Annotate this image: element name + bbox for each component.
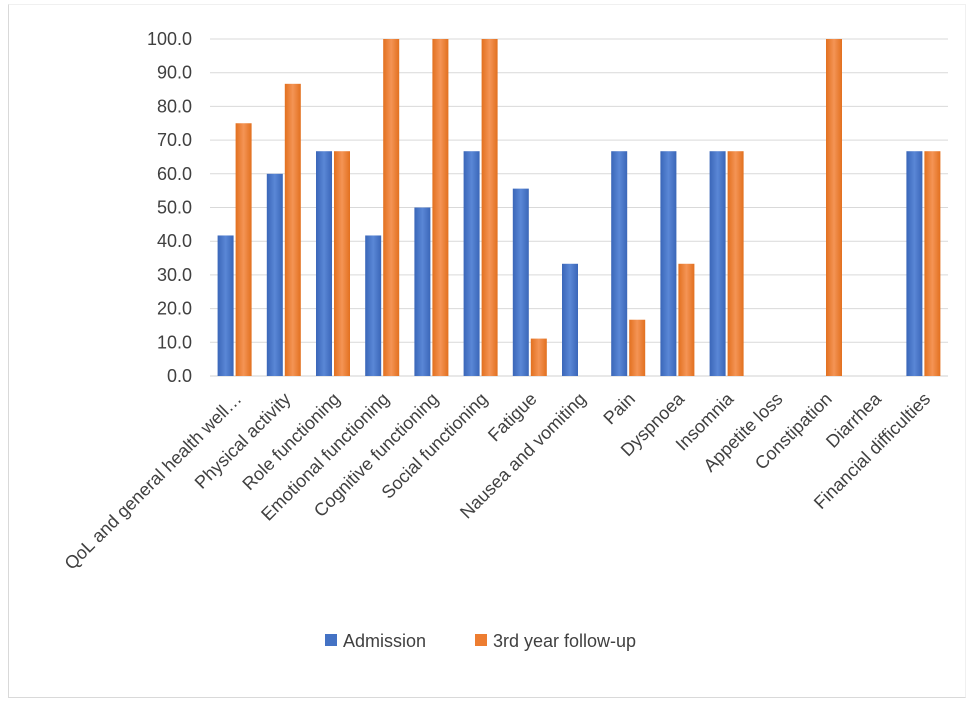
bars [217, 39, 941, 377]
bar-follow-up [284, 83, 301, 377]
bar-admission [266, 173, 283, 376]
bar-follow-up [924, 151, 941, 376]
bar-follow-up [629, 319, 646, 376]
x-category-label: Pain [599, 389, 639, 429]
bar-follow-up [235, 123, 252, 376]
y-tick-label: 40.0 [157, 231, 192, 251]
bar-follow-up [727, 151, 744, 376]
y-tick-label: 100.0 [147, 29, 192, 49]
bar-admission [463, 151, 480, 376]
bar-follow-up [826, 39, 842, 376]
bar-follow-up [678, 263, 695, 376]
bar-admission [316, 151, 332, 376]
bar-admission [365, 235, 382, 376]
bar-admission [906, 151, 923, 376]
y-tick-label: 10.0 [157, 332, 192, 352]
bar-follow-up [432, 39, 449, 376]
bar-admission [217, 235, 234, 376]
bar-admission [709, 151, 726, 376]
legend-label-follow-up: 3rd year follow-up [493, 631, 636, 651]
y-tick-label: 20.0 [157, 299, 192, 319]
y-tick-label: 90.0 [157, 63, 192, 83]
legend-swatch-follow-up [475, 634, 487, 646]
x-axis: QoL and general health well…Physical act… [61, 388, 935, 574]
y-tick-label: 50.0 [157, 198, 192, 218]
gridlines [210, 38, 948, 377]
bar-follow-up [334, 151, 350, 376]
y-tick-label: 70.0 [157, 130, 192, 150]
legend-label-admission: Admission [343, 631, 426, 651]
bar-admission [611, 151, 628, 376]
y-axis: 0.0 10.0 20.0 30.0 40.0 50.0 60.0 70.0 80.0 90.0 1… [147, 29, 192, 386]
bar-admission [562, 263, 578, 376]
y-tick-label: 80.0 [157, 96, 192, 116]
bar-admission [660, 151, 677, 376]
bar-admission [512, 188, 529, 376]
y-tick-label: 60.0 [157, 164, 192, 184]
bar-admission [414, 207, 431, 376]
y-tick-label: 30.0 [157, 265, 192, 285]
legend: Admission 3rd year follow-up [325, 631, 636, 651]
bar-follow-up [481, 39, 498, 376]
y-tick-label: 0.0 [167, 366, 192, 386]
x-category-label: QoL and general health well… [61, 389, 246, 574]
bar-follow-up [530, 338, 547, 376]
legend-swatch-admission [325, 634, 337, 646]
bar-follow-up [383, 39, 400, 376]
